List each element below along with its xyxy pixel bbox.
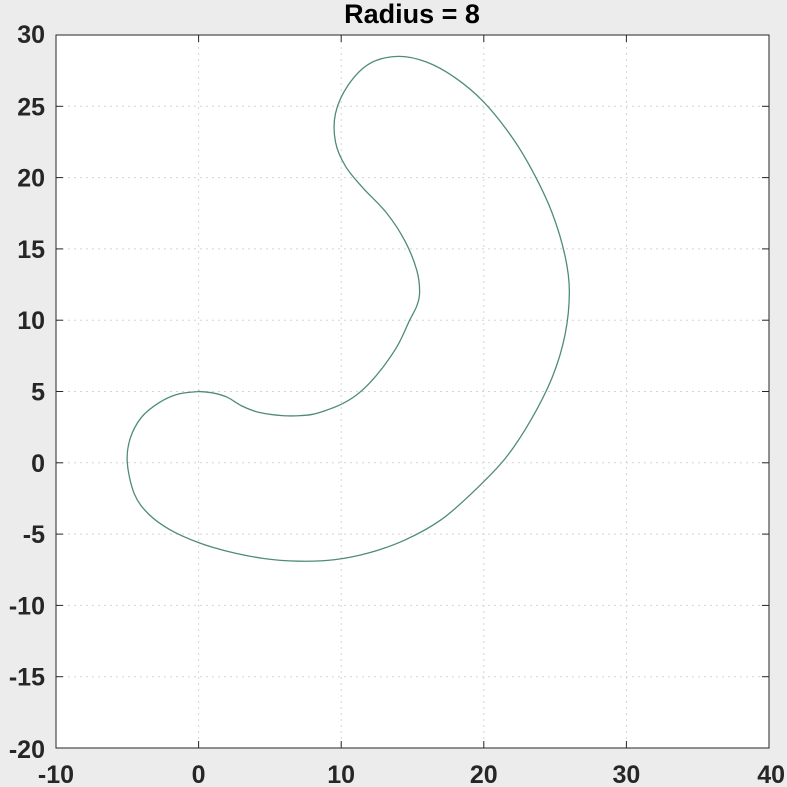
y-tick-labels: -20 -15 -10 -5 0 5 10 15 20 25 30: [9, 21, 45, 764]
x-tick-label: 30: [612, 761, 640, 787]
curve-layer: [126, 55, 571, 562]
tick-marks: [55, 34, 770, 749]
y-tick-label: 25: [17, 93, 45, 121]
x-tick-label: 10: [327, 761, 355, 787]
y-tick-label: 20: [17, 165, 45, 193]
y-tick-label: 0: [31, 450, 45, 478]
grid-lines: [56, 35, 769, 748]
x-tick-label: 0: [192, 761, 206, 787]
y-tick-label: -15: [9, 664, 45, 692]
y-tick-label: 10: [17, 307, 45, 335]
x-tick-label: 40: [757, 761, 785, 787]
x-tick-labels: -10 0 10 20 30 40: [38, 761, 785, 787]
y-tick-label: -20: [9, 736, 45, 764]
chart-title: Radius = 8: [344, 0, 480, 29]
y-tick-label: -5: [23, 521, 45, 549]
y-tick-label: -10: [9, 592, 45, 620]
x-tick-label: 20: [470, 761, 498, 787]
y-tick-label: 15: [17, 236, 45, 264]
y-tick-label: 5: [31, 379, 45, 407]
x-tick-label: -10: [38, 761, 74, 787]
series-line-0: [126, 55, 571, 562]
y-tick-label: 30: [17, 21, 45, 49]
